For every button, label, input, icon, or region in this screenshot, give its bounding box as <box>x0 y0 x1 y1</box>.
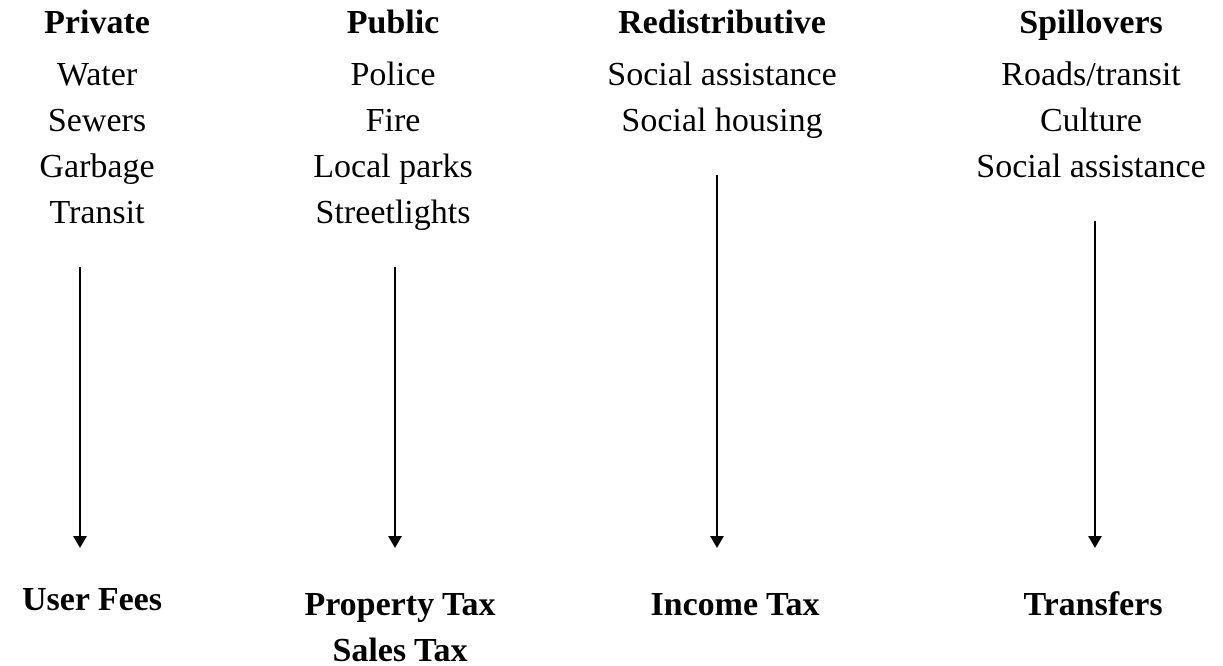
column-heading: Private <box>44 4 150 41</box>
arrow-head <box>1088 536 1102 548</box>
service-item: Sewers <box>48 102 146 139</box>
service-item: Streetlights <box>316 194 471 231</box>
service-item: Culture <box>1040 102 1142 139</box>
arrow-head <box>388 536 402 548</box>
service-item: Fire <box>366 102 421 139</box>
column-heading: Spillovers <box>1019 4 1163 41</box>
service-item: Transit <box>49 194 145 231</box>
arrow-head <box>710 536 724 548</box>
service-item: Police <box>351 56 436 93</box>
column-heading: Redistributive <box>618 4 826 41</box>
service-item: Roads/transit <box>1001 56 1181 93</box>
service-item: Garbage <box>39 148 154 185</box>
arrow-head <box>73 536 87 548</box>
service-item: Water <box>57 56 138 93</box>
funding-source: Sales Tax <box>332 632 467 666</box>
funding-source: Property Tax <box>304 586 495 623</box>
service-item: Social housing <box>621 102 822 139</box>
column-heading: Public <box>347 4 440 41</box>
service-item: Local parks <box>313 148 473 185</box>
service-item: Social assistance <box>607 56 836 93</box>
funding-source: User Fees <box>22 581 162 618</box>
funding-source: Transfers <box>1023 586 1162 623</box>
funding-source: Income Tax <box>650 586 819 623</box>
service-item: Social assistance <box>976 148 1205 185</box>
